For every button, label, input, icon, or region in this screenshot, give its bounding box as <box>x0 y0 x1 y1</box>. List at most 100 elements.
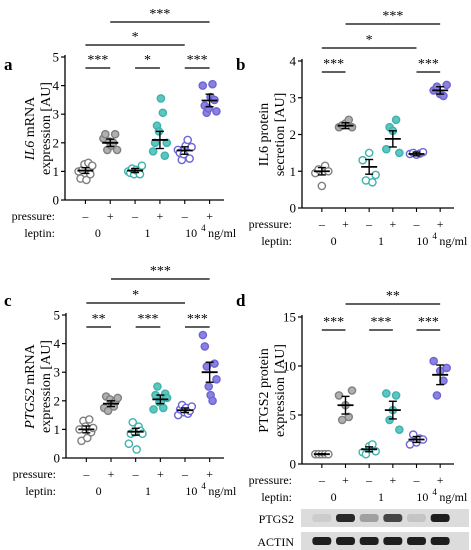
y-axis-label-gene: PTGS2 <box>23 388 38 429</box>
y-tick-label: 5 <box>53 50 60 65</box>
blot-band <box>383 537 403 545</box>
data-point <box>347 386 357 395</box>
data-point <box>200 342 210 351</box>
significance-label: * <box>144 53 151 68</box>
data-point <box>88 423 98 433</box>
y-tick-label: 3 <box>53 107 60 122</box>
significance-label: *** <box>149 7 170 22</box>
leptin-row-label: leptin: <box>24 226 55 240</box>
blot-band <box>359 537 379 545</box>
data-point <box>347 122 357 132</box>
data-point <box>149 405 158 414</box>
leptin-dose: 1 <box>378 234 384 248</box>
pressure-sign: + <box>206 467 213 481</box>
data-point <box>391 391 401 400</box>
leptin-dose-exponent: 4 <box>201 481 206 491</box>
pressure-sign: – <box>318 217 326 231</box>
y-tick-label: 2 <box>53 135 60 150</box>
data-point <box>153 382 162 391</box>
data-point <box>391 115 401 125</box>
data-point <box>135 169 145 179</box>
leptin-row-label: leptin: <box>25 484 56 498</box>
significance-label: *** <box>187 312 208 327</box>
data-point <box>210 359 219 368</box>
y-tick-label: 2 <box>290 127 297 142</box>
data-point <box>85 169 95 179</box>
data-point <box>208 396 217 406</box>
data-point <box>101 129 110 139</box>
data-point <box>317 181 327 191</box>
y-axis-label-line2: secretion [AU] <box>273 93 288 177</box>
y-tick-label: 1 <box>54 422 61 437</box>
data-point <box>204 382 213 391</box>
data-point <box>160 151 170 160</box>
data-point <box>432 391 442 400</box>
data-point <box>187 142 196 152</box>
y-tick-label: 15 <box>283 310 296 325</box>
blot-band <box>383 514 403 522</box>
leptin-dose: 10 <box>185 484 197 498</box>
data-point <box>84 415 94 424</box>
y-axis-label-line2: expression [AU] <box>39 82 54 175</box>
leptin-unit: ng/ml <box>208 226 237 240</box>
pressure-sign: + <box>389 217 396 231</box>
y-axis-label: PTGS2 mRNA <box>23 343 38 429</box>
blot-band <box>336 514 355 522</box>
pressure-sign: – <box>81 209 89 223</box>
significance-label: *** <box>371 315 392 330</box>
data-point <box>187 402 197 411</box>
pressure-sign: + <box>342 217 349 231</box>
y-tick-label: 0 <box>290 201 297 216</box>
blot-band <box>312 537 332 545</box>
pressure-sign: – <box>365 217 373 231</box>
leptin-dose: 0 <box>95 226 101 240</box>
data-point <box>158 108 168 118</box>
y-tick-label: 4 <box>53 78 60 93</box>
y-axis-label: IL6 mRNA <box>23 96 38 161</box>
significance-label: *** <box>138 312 159 327</box>
y-tick-label: 1 <box>53 164 60 179</box>
y-axis-label: IL6 protein <box>257 103 272 166</box>
data-point <box>212 375 221 384</box>
data-point <box>162 393 172 403</box>
pressure-sign: – <box>131 209 139 223</box>
leptin-dose: 1 <box>145 226 151 240</box>
y-axis-label-line2: expression [AU] <box>39 340 54 433</box>
data-point <box>185 154 194 163</box>
data-point <box>368 177 377 187</box>
blot-band <box>312 514 332 522</box>
data-point <box>87 161 97 170</box>
y-axis-label-line2: expression [AU] <box>273 344 288 437</box>
data-point <box>137 161 147 170</box>
data-point <box>442 363 451 373</box>
blot-band <box>430 537 450 545</box>
y-axis-label: PTGS2 protein <box>257 348 272 432</box>
leptin-dose: 0 <box>96 484 102 498</box>
blot-band <box>336 537 355 545</box>
blot-row-label: ACTIN <box>257 535 294 549</box>
pressure-sign: + <box>157 467 164 481</box>
blot-band <box>430 514 450 522</box>
blot-row-label: PTGS2 <box>259 512 294 526</box>
data-point <box>439 376 448 386</box>
significance-label: *** <box>323 315 344 330</box>
significance-label: * <box>132 288 139 303</box>
pressure-sign: + <box>107 209 114 223</box>
data-point <box>208 79 217 89</box>
y-axis-label-text: mRNA <box>23 343 38 388</box>
data-point <box>395 425 404 435</box>
data-point <box>198 81 208 90</box>
panel-label: b <box>236 55 245 74</box>
pressure-sign: – <box>413 217 421 231</box>
significance-label: *** <box>382 9 403 24</box>
pressure-sign: – <box>132 467 140 481</box>
y-tick-label: 0 <box>53 193 60 208</box>
data-point <box>128 417 138 427</box>
pressure-sign: + <box>206 209 213 223</box>
significance-label: *** <box>418 57 439 72</box>
blot-band <box>407 537 426 545</box>
data-point <box>442 80 451 90</box>
data-point <box>183 135 192 145</box>
leptin-dose: 0 <box>331 490 337 504</box>
